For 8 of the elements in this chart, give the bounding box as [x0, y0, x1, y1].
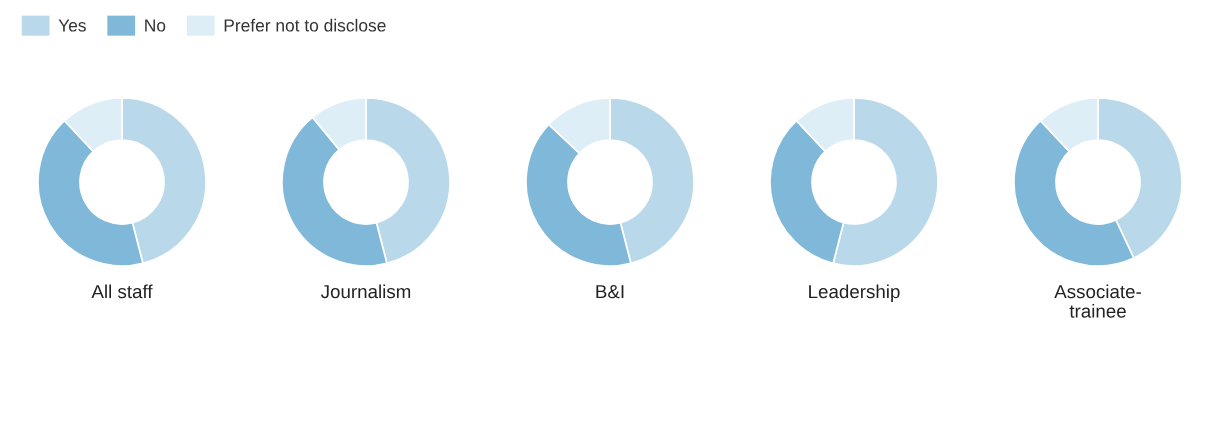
text: Leadership: [809, 284, 900, 302]
legend-label: Prefer not to disclose: [224, 18, 386, 32]
legend-label: Yes: [58, 19, 86, 32]
text: Associate- trainee: [1054, 284, 1141, 318]
text: B&I: [596, 285, 624, 299]
text: All staff: [91, 284, 153, 299]
text: Journalism: [320, 284, 411, 299]
legend-label: No: [145, 19, 166, 32]
